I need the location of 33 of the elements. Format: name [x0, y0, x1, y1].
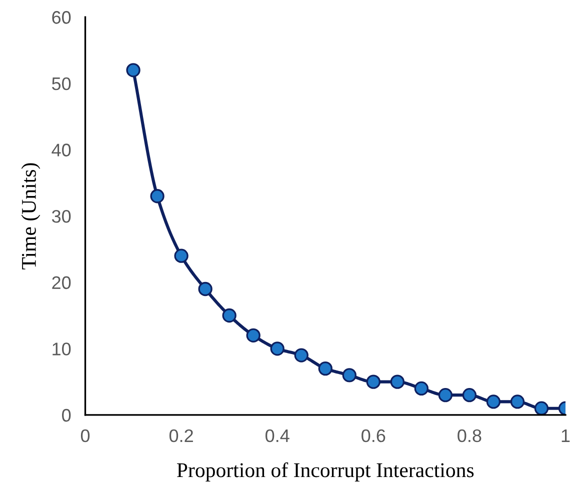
- point: [150, 189, 164, 204]
- point: [294, 348, 308, 362]
- point: [342, 368, 356, 382]
- x-tick-label: 0.6: [362, 429, 386, 442]
- point: [366, 374, 380, 389]
- y-tick-label: 60: [52, 11, 71, 24]
- point: [414, 381, 429, 396]
- x-tick-label: 0.2: [169, 429, 193, 442]
- x-tick-label: 1: [562, 430, 570, 442]
- x-tick-label: 0: [80, 429, 90, 442]
- y-tick-label: 50: [52, 77, 71, 90]
- point: [486, 394, 501, 409]
- y-tick-label: 40: [52, 144, 71, 156]
- y-tick-label: 0: [62, 408, 71, 422]
- point: [318, 361, 332, 376]
- point: [198, 282, 212, 296]
- x-axis-title: Proportion of Incorrupt Interactions: [177, 462, 474, 482]
- point: [222, 308, 236, 323]
- x-tick-label: 0.8: [458, 429, 482, 442]
- point: [510, 394, 525, 409]
- point: [246, 328, 260, 342]
- y-tick-label: 20: [52, 276, 71, 290]
- point: [390, 374, 404, 389]
- point: [270, 342, 284, 356]
- point: [462, 388, 477, 402]
- point: [126, 63, 140, 78]
- y-axis-title: Time (Units): [21, 163, 40, 270]
- y-tick-label: 30: [52, 210, 71, 223]
- x-tick-label: 0.4: [266, 429, 290, 442]
- point: [174, 248, 188, 263]
- point: [438, 388, 453, 402]
- y-tick-label: 10: [52, 342, 71, 356]
- point: [534, 401, 549, 415]
